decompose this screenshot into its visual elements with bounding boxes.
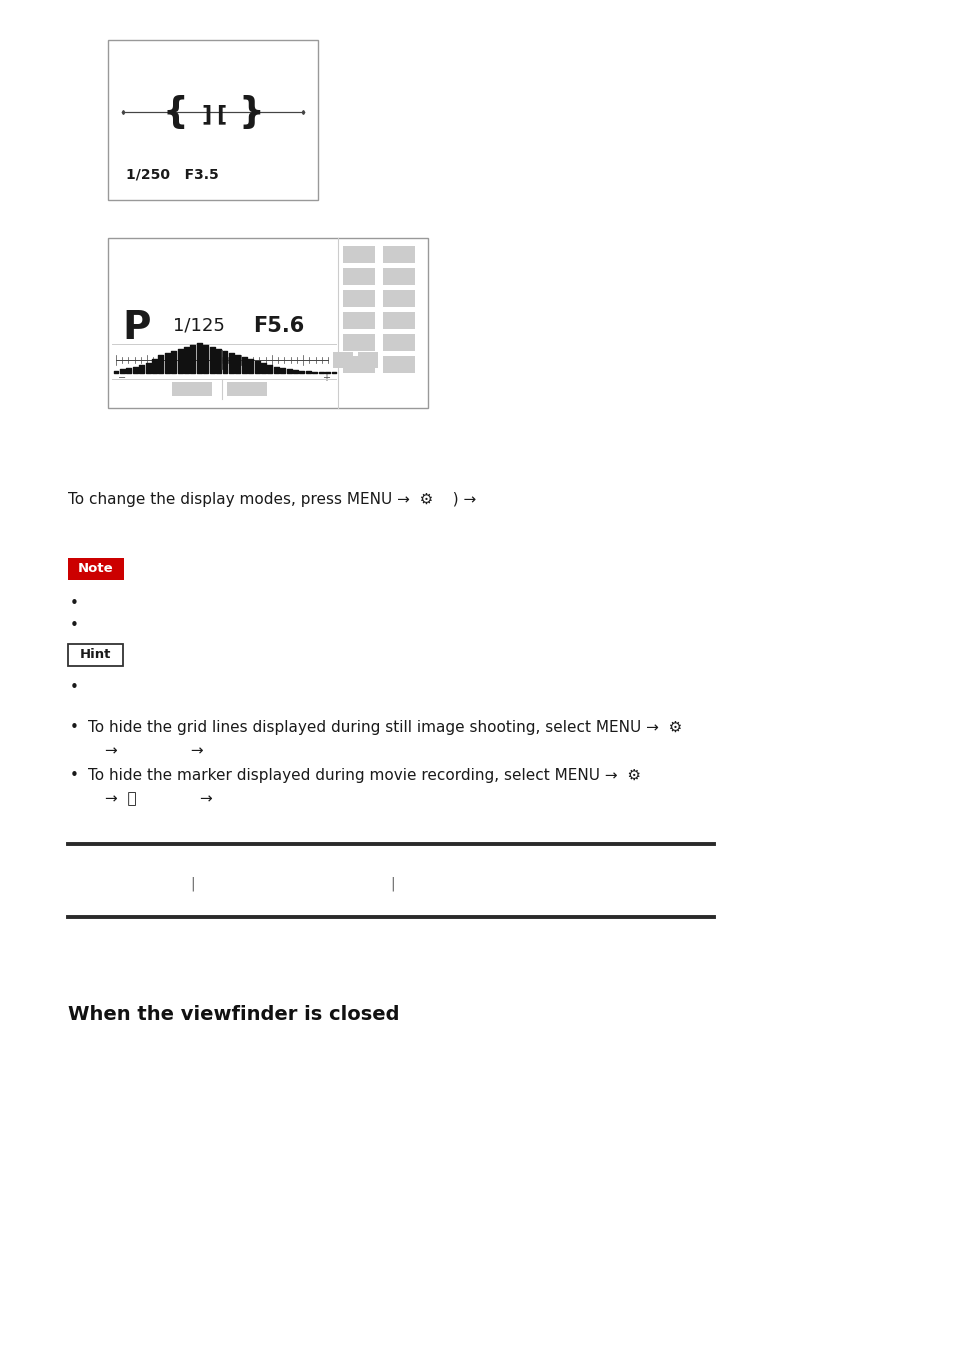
Text: Hint: Hint [80, 648, 112, 662]
Text: ]: ] [202, 104, 212, 124]
Text: 1/125: 1/125 [172, 317, 225, 335]
Text: }: } [238, 95, 264, 128]
Text: Note: Note [78, 562, 113, 576]
Bar [343, 290, 375, 307]
Text: •: • [70, 767, 79, 784]
Text: 1/250   F3.5: 1/250 F3.5 [126, 168, 218, 182]
Bar [343, 246, 375, 263]
Bar [382, 334, 415, 351]
Bar [227, 382, 267, 396]
Text: |: | [191, 877, 195, 892]
Bar [343, 267, 375, 285]
Text: →  ⎕             →: → ⎕ → [105, 790, 213, 807]
Bar [343, 357, 375, 373]
Bar [357, 353, 377, 367]
Bar [172, 382, 212, 396]
Bar [108, 238, 428, 408]
Bar [108, 41, 317, 200]
Bar [343, 312, 375, 330]
Bar [68, 558, 124, 580]
Text: To hide the grid lines displayed during still image shooting, select MENU →  ⚙: To hide the grid lines displayed during … [88, 720, 681, 735]
Text: {: { [162, 95, 188, 128]
Text: To hide the marker displayed during movie recording, select MENU →  ⚙: To hide the marker displayed during movi… [88, 767, 640, 784]
Bar [333, 353, 353, 367]
Text: |: | [391, 877, 395, 892]
Text: When the viewfinder is closed: When the viewfinder is closed [68, 1005, 399, 1024]
Text: +: + [322, 373, 330, 382]
Bar [382, 246, 415, 263]
Text: •: • [70, 720, 79, 735]
Text: −: − [118, 373, 126, 382]
Bar [382, 290, 415, 307]
Text: •: • [70, 617, 79, 634]
Bar [382, 357, 415, 373]
Text: •: • [70, 596, 79, 611]
Text: To change the display modes, press MENU →  ⚙    ) →: To change the display modes, press MENU … [68, 492, 476, 507]
Bar [382, 267, 415, 285]
Bar [68, 644, 123, 666]
Bar [343, 334, 375, 351]
Text: •: • [70, 680, 79, 694]
Text: P: P [122, 309, 151, 347]
Text: →               →: → → [105, 743, 203, 758]
Text: F5.6: F5.6 [253, 316, 304, 336]
Text: [: [ [215, 104, 226, 124]
Bar [382, 312, 415, 330]
